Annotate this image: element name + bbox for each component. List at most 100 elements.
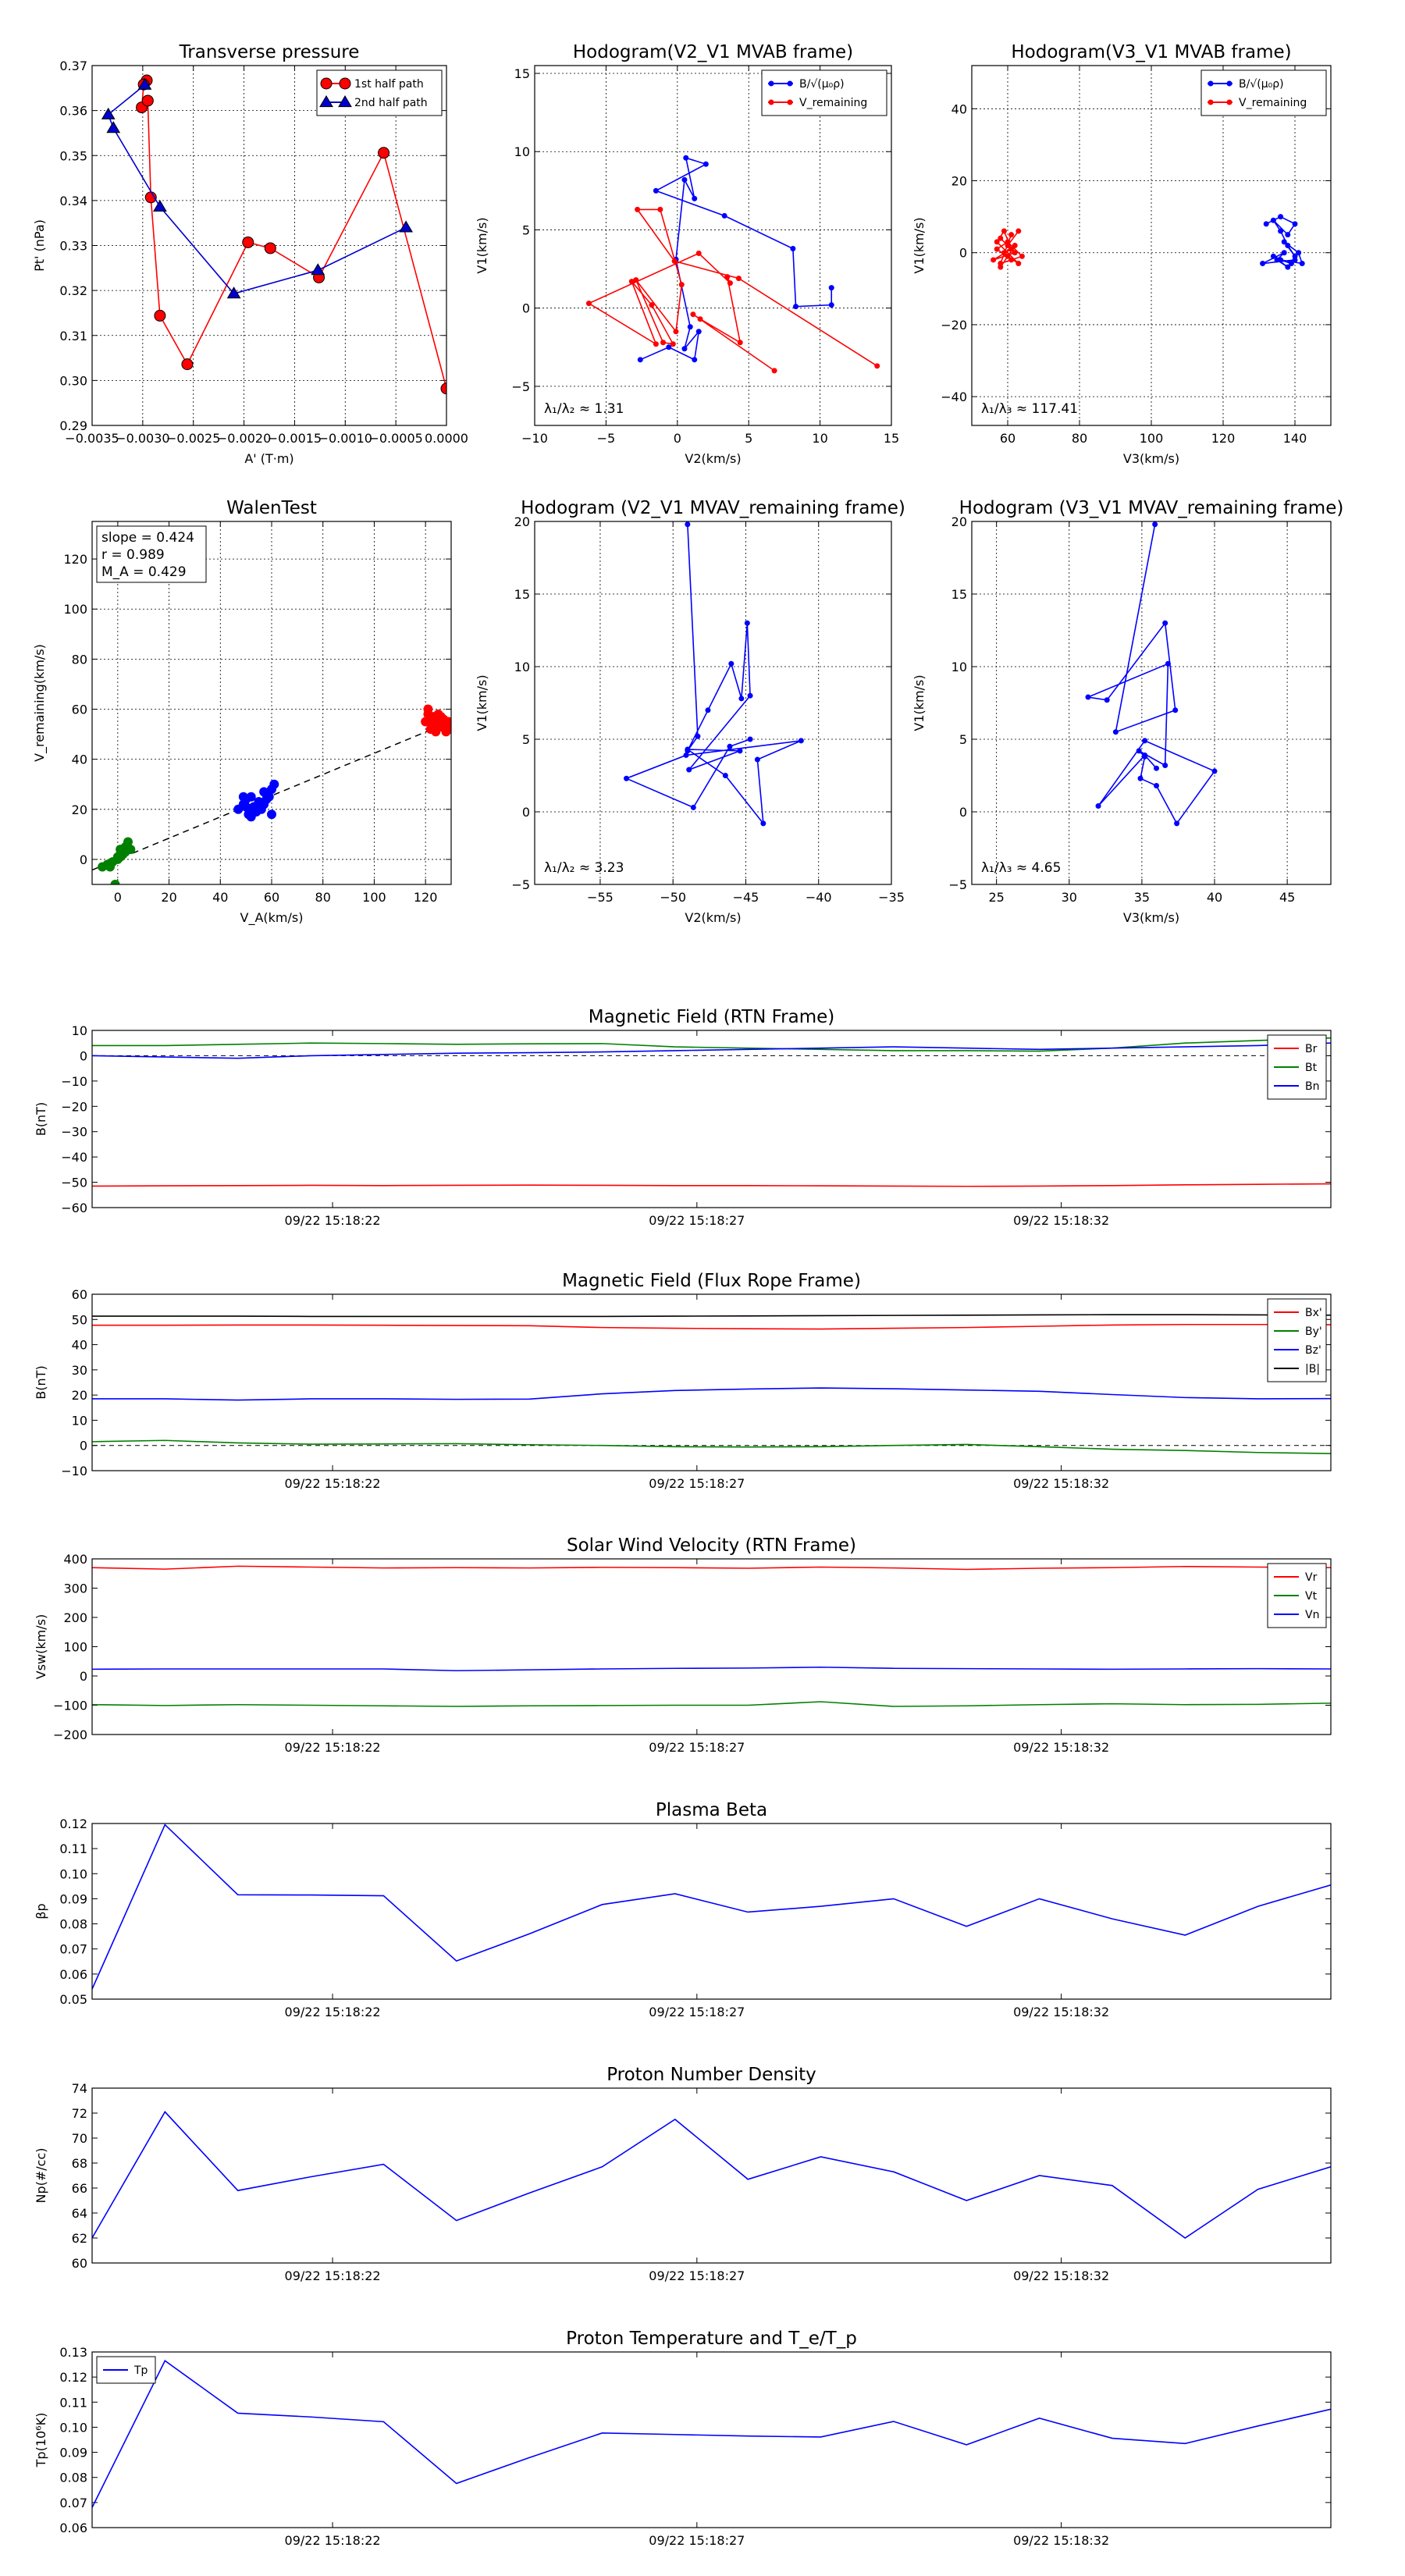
- data-point: [1299, 261, 1305, 267]
- data-point: [425, 717, 436, 727]
- y-tick-label: 0.35: [59, 148, 87, 163]
- y-tick-label: 0.06: [59, 1967, 87, 1982]
- legend-label: Br: [1305, 1043, 1318, 1055]
- data-point: [338, 95, 352, 108]
- x-tick-label: 09/22 15:18:27: [649, 2005, 745, 2019]
- data-point: [628, 279, 635, 285]
- y-tick-label: 60: [72, 1287, 87, 1302]
- y-tick-label: 72: [72, 2106, 87, 2121]
- data-point: [242, 236, 254, 248]
- data-point: [828, 285, 834, 291]
- series-group: [92, 1565, 1331, 1707]
- chart-title: Magnetic Field (Flux Rope Frame): [562, 1271, 861, 1291]
- x-tick-label: 30: [1062, 890, 1077, 905]
- x-tick-label: −0.0020: [217, 431, 271, 446]
- data-point: [1154, 783, 1160, 789]
- x-tick-label: −0.0025: [166, 431, 220, 446]
- series-group: [92, 2111, 1331, 2239]
- data-point: [1095, 803, 1101, 809]
- y-axis-label: βp: [34, 1903, 48, 1919]
- data-point: [624, 775, 630, 781]
- data-point: [727, 280, 733, 286]
- data-point: [737, 748, 743, 754]
- y-tick-label: −40: [941, 390, 967, 404]
- x-tick-label: 140: [1283, 431, 1307, 446]
- series-group: [92, 2360, 1331, 2508]
- y-tick-label: 0.05: [59, 1992, 87, 2007]
- y-tick-label: 0.11: [59, 2395, 87, 2410]
- data-point: [1285, 264, 1291, 270]
- data-point: [692, 195, 698, 201]
- x-tick-label: 100: [362, 890, 386, 905]
- legend-label: Bx': [1305, 1307, 1322, 1319]
- data-point: [1263, 221, 1269, 227]
- x-tick-label: 120: [1211, 431, 1236, 446]
- x-tick-label: −55: [587, 890, 614, 905]
- data-point: [431, 727, 441, 737]
- chart-mag_rtn: 09/22 15:18:22 09/22 15:18:27 09/22 15:18:…: [34, 1007, 1332, 1228]
- data-point: [1226, 80, 1232, 87]
- y-tick-label: 400: [63, 1552, 87, 1567]
- series-line-Tp: [92, 2360, 1331, 2508]
- data-point: [1165, 660, 1171, 667]
- plot-border: [91, 2087, 1332, 2264]
- data-point: [793, 304, 799, 310]
- y-axis-label: V1(km/s): [912, 674, 927, 731]
- series-line-beta: [92, 1823, 1331, 1990]
- plot-border: [971, 65, 1332, 426]
- data-point: [126, 845, 136, 855]
- plot-border: [91, 521, 452, 885]
- data-point: [1226, 99, 1232, 105]
- stats-line: r = 0.989: [101, 547, 165, 563]
- x-tick-label: 20: [161, 890, 176, 905]
- series-group: [101, 74, 446, 395]
- data-point: [754, 756, 760, 763]
- data-point: [798, 738, 804, 744]
- y-tick-label: 40: [72, 1338, 87, 1353]
- y-tick-label: 0.07: [59, 1942, 87, 1957]
- y-axis-label: Np(#/cc): [34, 2148, 48, 2204]
- y-tick-label: 10: [951, 660, 967, 674]
- y-tick-label: 0: [80, 852, 87, 867]
- chart-transverse_pressure: −0.0035−0.0030−0.0025−0.0020−0.0015−0.00…: [32, 42, 468, 466]
- data-point: [653, 187, 659, 194]
- chart-title: Hodogram(V3_V1 MVAB frame): [1011, 42, 1291, 62]
- x-tick-label: 5: [745, 431, 752, 446]
- y-tick-label: 0.37: [59, 59, 87, 73]
- chart-proton_density: 09/22 15:18:22 09/22 15:18:27 09/22 15:18:…: [34, 2065, 1332, 2283]
- x-tick-label: 0.0000: [425, 431, 468, 446]
- data-point: [269, 779, 279, 789]
- x-tick-label: 09/22 15:18:27: [649, 1476, 745, 1491]
- y-tick-label: 15: [514, 587, 530, 602]
- chart-hodo_v3v1_mvab: 60 80 100 120 140 −40 −20 0 20 40 Hodogram(V3_V1 M…: [912, 42, 1332, 466]
- plot-area: [535, 521, 891, 884]
- y-tick-label: 0.31: [59, 329, 87, 343]
- data-point: [1162, 762, 1168, 768]
- x-tick-label: 09/22 15:18:32: [1013, 1476, 1109, 1491]
- chart-title: Hodogram(V2_V1 MVAB frame): [573, 42, 853, 62]
- data-point: [1288, 261, 1294, 267]
- y-axis-label: V_remaining(km/s): [32, 644, 48, 762]
- x-tick-label: 09/22 15:18:22: [285, 2005, 381, 2019]
- data-point: [267, 809, 276, 820]
- eigenvalue-ratio-label: λ₁/λ₂ ≈ 3.23: [544, 860, 624, 876]
- data-point: [378, 147, 390, 159]
- x-tick-label: −0.0030: [116, 431, 169, 446]
- x-axis-label: V2(km/s): [685, 451, 741, 466]
- data-point: [728, 660, 735, 667]
- data-point: [787, 80, 793, 87]
- data-point: [311, 263, 325, 276]
- data-point: [1001, 228, 1007, 234]
- plot-area: [92, 2088, 1331, 2263]
- x-axis-label: V2(km/s): [685, 910, 741, 925]
- series-line-Vn: [92, 1666, 1331, 1672]
- y-tick-label: 10: [514, 660, 530, 674]
- y-tick-label: 0: [80, 1669, 87, 1684]
- y-tick-label: 0.10: [59, 2420, 87, 2435]
- x-tick-label: 25: [988, 890, 1004, 905]
- plot-area: [535, 66, 891, 425]
- x-tick-label: 0: [674, 431, 681, 446]
- chart-title: Solar Wind Velocity (RTN Frame): [567, 1535, 856, 1556]
- y-tick-label: 120: [63, 552, 87, 567]
- plot-border: [534, 521, 892, 885]
